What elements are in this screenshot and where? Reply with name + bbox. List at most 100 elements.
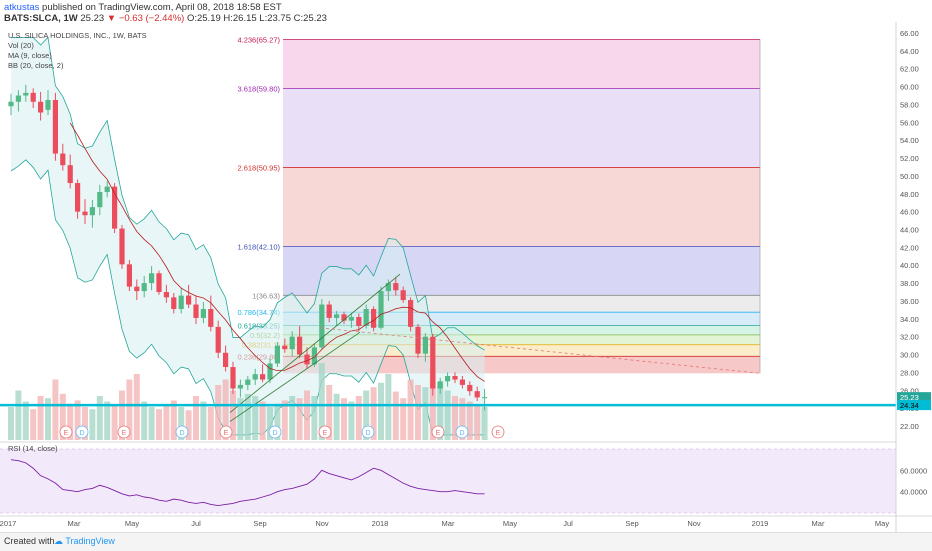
candle-body-61: [459, 379, 465, 385]
candle-body-35: [267, 363, 273, 380]
volume-bar-50: [378, 382, 384, 440]
candle-body-40: [304, 354, 310, 365]
marker-D-label-3: D: [179, 430, 184, 437]
candle-body-30: [230, 367, 236, 389]
candle-body-37: [282, 345, 288, 350]
candle-body-10: [82, 211, 88, 216]
marker-E-circle-6: [318, 425, 332, 439]
volume-bar-1: [15, 390, 22, 440]
fib-band-7: [283, 167, 760, 247]
last-price-tag: 25.23: [900, 393, 919, 402]
price-tick-22: 22.00: [900, 422, 919, 431]
volume-bar-52: [392, 391, 399, 440]
marker-E-circle-0: [59, 425, 73, 439]
volume-bar-9: [74, 400, 81, 440]
price-tick-6: 54.00: [900, 136, 919, 145]
candle-body-54: [408, 300, 414, 327]
fib-label-9: 4.236(65.27): [237, 36, 280, 45]
time-tick-4: Sep: [253, 519, 266, 528]
price-tick-7: 52.00: [900, 154, 919, 163]
candle-body-24: [186, 295, 192, 305]
candle-body-21: [163, 292, 169, 298]
candle-body-55: [415, 326, 421, 354]
volume-bar-37: [281, 400, 288, 440]
marker-E-label-6: E: [323, 430, 328, 437]
candle-body-14: [112, 186, 118, 229]
volume-bar-45: [341, 398, 347, 440]
candle-body-52: [393, 283, 399, 291]
brand-name: TradingView: [65, 536, 115, 546]
author-link[interactable]: atkustas: [4, 2, 40, 13]
volume-bar-38: [289, 396, 296, 440]
fib-band-2: [283, 334, 760, 345]
volume-bar-42: [318, 363, 325, 440]
price-tick-1: 64.00: [900, 47, 919, 56]
legend-title: U.S. SILICA HOLDINGS, INC., 1W, BATS: [8, 31, 147, 40]
bb-fill: [11, 37, 485, 435]
last-price-tag-bg: [897, 392, 931, 403]
marker-E-label-10: E: [496, 430, 501, 437]
candle-body-42: [319, 304, 325, 348]
candle-body-28: [215, 326, 221, 353]
candle-body-63: [474, 391, 480, 398]
channel-upper-line: [229, 273, 401, 413]
volume-bar-22: [170, 400, 177, 440]
volume-bar-41: [311, 396, 318, 440]
rsi-pane: [0, 441, 896, 514]
price-tick-4: 58.00: [900, 100, 919, 109]
axes: 66.00 64.00 62.00 60.00 58.00 56.00 54.00 52.00…: [0, 22, 932, 532]
publish-text: published on TradingView.com, April 08, …: [42, 2, 282, 13]
volume-bar-54: [407, 379, 414, 440]
volume-bar-25: [193, 396, 199, 440]
volume-bar-7: [59, 393, 66, 440]
volume-bar-64: [481, 407, 488, 440]
marker-E-circle-4: [219, 425, 233, 439]
volume-bar-3: [30, 409, 37, 440]
last-price: 25.23: [80, 13, 105, 24]
tradingview-logo[interactable]: ☁ TradingView: [54, 536, 115, 546]
candle-body-12: [97, 191, 103, 208]
candle-body-0: [8, 101, 14, 107]
marker-E-label-2: E: [122, 430, 127, 437]
candle-body-17: [134, 286, 140, 292]
hline-price-tag: 24.34: [900, 401, 919, 410]
volume-bar-24: [185, 410, 192, 440]
marker-D-circle-5: [268, 425, 282, 439]
candle-body-1: [15, 95, 21, 102]
fib-band-1: [283, 344, 760, 357]
candle-body-32: [245, 379, 251, 385]
price-tick-10: 46.00: [900, 208, 919, 217]
fib-label-4: 0.786(34.74): [237, 308, 280, 317]
marker-E-label-8: E: [436, 430, 441, 437]
volume-bar-62: [466, 401, 473, 440]
candle-body-5: [45, 99, 51, 110]
price-tick-9: 48.00: [900, 190, 919, 199]
price-tick-11: 44.00: [900, 226, 919, 235]
volume-bar-8: [67, 403, 74, 440]
legend-ma[interactable]: MA (9, close): [8, 51, 52, 60]
candle-body-41: [311, 347, 317, 365]
volume-bar-12: [96, 396, 103, 440]
price-change: ▼ −0.63 (−2.44%): [106, 13, 185, 24]
symbol[interactable]: BATS:SLCA, 1W: [4, 13, 78, 24]
price-chart[interactable]: 0.236(29.80)0.382(31.1)0.5(32.2)0.618(33…: [0, 0, 932, 532]
legend-bb[interactable]: BB (20, close, 2): [8, 61, 64, 70]
price-tick-0: 66.00: [900, 29, 919, 38]
volume-bar-10: [82, 407, 88, 440]
legend-volume[interactable]: Vol (20): [8, 41, 34, 50]
volume-bar-17: [133, 374, 140, 440]
volume-bar-28: [215, 385, 222, 440]
volume-bar-15: [119, 390, 125, 440]
legend-rsi[interactable]: RSI (14, close): [8, 444, 58, 453]
volume-bar-59: [444, 390, 451, 440]
time-tick-11: Nov: [687, 519, 701, 528]
volume-bar-4: [37, 396, 44, 440]
candle-body-26: [200, 308, 206, 318]
price-tick-13: 40.00: [900, 261, 919, 270]
fib-band-8: [283, 88, 760, 168]
rsi-line: [10, 459, 485, 506]
candle-body-47: [356, 317, 362, 326]
volume-bar-2: [22, 401, 29, 440]
rsi-tick-40: 40.0000: [900, 488, 927, 497]
